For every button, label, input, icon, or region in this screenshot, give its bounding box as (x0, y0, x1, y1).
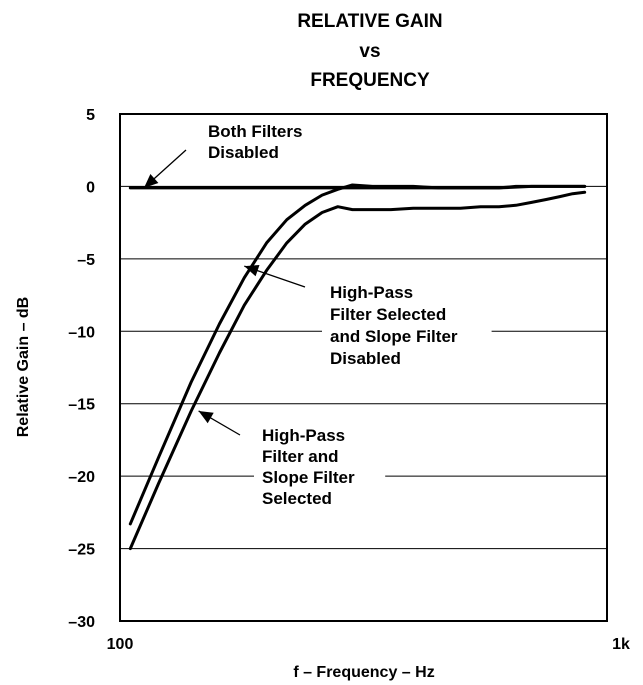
annotation-labels: Both Filters Disabled High-Pass Filter Sele… (200, 121, 492, 515)
x-tick-label: 100 (107, 636, 134, 653)
series-lines (128, 183, 587, 551)
annotation-line: Selected (262, 489, 332, 508)
annotation-arrowhead (144, 174, 159, 188)
annotation-line: Both Filters (208, 122, 302, 141)
series-highpass-only-line (128, 183, 587, 526)
annotation-line: High-Pass (262, 426, 345, 445)
annotation-both-disabled: Both Filters Disabled (208, 122, 302, 162)
x-axis-label: f – Frequency – Hz (293, 664, 434, 681)
chart-title-line-2: vs (359, 41, 380, 62)
x-tick-labels: 100 1k (107, 636, 630, 653)
plot-frame (119, 113, 608, 622)
y-tick-label: –20 (68, 469, 95, 486)
annotation-line: Disabled (208, 143, 279, 162)
y-tick-label: –30 (68, 614, 95, 631)
series-highpass-slope-line (128, 190, 587, 551)
annotation-arrowhead (198, 411, 214, 424)
annotation-leaders (143, 149, 306, 436)
annotation-line: Disabled (330, 349, 401, 368)
chart-title-line-1: RELATIVE GAIN (297, 11, 442, 32)
annotation-arrowhead (244, 265, 260, 277)
annotation-line: High-Pass (330, 283, 413, 302)
annotation-line: Filter Selected (330, 305, 446, 324)
y-tick-label: –5 (77, 252, 95, 269)
annotation-background (200, 121, 332, 169)
annotation-background (254, 425, 386, 515)
annotation-line: Slope Filter (262, 468, 355, 487)
y-tick-label: –25 (68, 542, 95, 559)
y-tick-label: –15 (68, 397, 95, 414)
x-tick-label: 1k (612, 636, 630, 653)
y-tick-label: –10 (68, 324, 95, 341)
annotation-highpass-only: High-Pass Filter Selected and Slope Filter… (330, 283, 458, 368)
y-tick-labels: 5 0 –5 –10 –15 –20 –25 –30 (68, 107, 95, 631)
annotation-background (322, 282, 492, 376)
chart-title-line-3: FREQUENCY (310, 70, 430, 91)
annotation-line: and Slope Filter (330, 327, 458, 346)
y-tick-label: 5 (86, 107, 95, 124)
y-tick-label: 0 (86, 179, 95, 196)
y-axis-label: Relative Gain – dB (15, 297, 32, 438)
annotation-highpass-slope: High-Pass Filter and Slope Filter Selected (262, 426, 355, 508)
annotation-line: Filter and (262, 447, 339, 466)
